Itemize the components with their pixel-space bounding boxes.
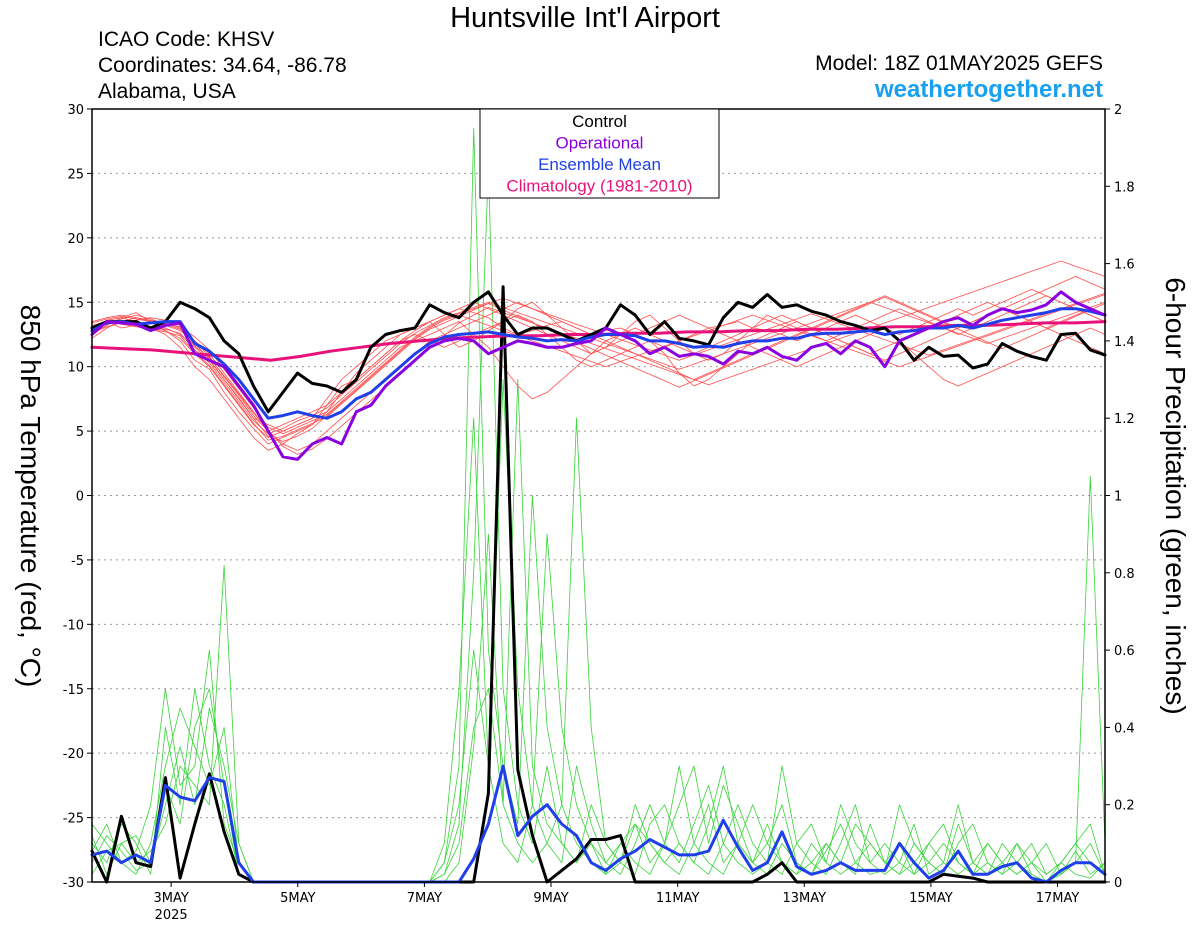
temp-member-line (91, 294, 1106, 442)
legend-item-control: Control (572, 112, 627, 131)
chart-title: Huntsville Int'l Airport (450, 2, 720, 34)
y-right-tick-label: 1.4 (1114, 335, 1135, 350)
precip-member-line (91, 417, 1106, 883)
x-tick-label: 7MAY (407, 891, 442, 906)
y-left-tick-label: 25 (67, 167, 84, 182)
legend-item-climatology: Climatology (1981-2010) (506, 177, 692, 196)
y-right-tick-label: 1 (1114, 490, 1122, 505)
temp-operational-line (90, 290, 1107, 461)
main-series (90, 285, 1107, 884)
x-tick-label: 13MAY (782, 891, 826, 906)
legend: Control Operational Ensemble Mean Climatolo… (479, 108, 720, 199)
website-link[interactable]: weathertogether.net (874, 76, 1103, 103)
y-left-tick-label: 15 (67, 296, 84, 311)
precip-members (91, 127, 1106, 883)
y-left-tick-label: 0 (76, 490, 84, 505)
y-left-tick-label: 10 (67, 361, 84, 376)
temp-member-line (91, 301, 1106, 432)
y-right-tick-label: 1.8 (1114, 180, 1135, 195)
y-left-tick-label: -10 (63, 618, 84, 633)
precip-member-line (91, 379, 1106, 883)
grid (92, 172, 1105, 819)
temp-member-line (91, 260, 1106, 455)
temp-member-line (91, 296, 1106, 441)
y-right-tick-label: 1.2 (1114, 412, 1135, 427)
y-right-tick-label: 2 (1114, 103, 1122, 118)
legend-box (479, 108, 720, 199)
x-tick-sublabel: 2025 (155, 908, 188, 923)
y-left-tick-label: -5 (71, 554, 84, 569)
x-tick-label: 11MAY (656, 891, 700, 906)
region: Alabama, USA (98, 80, 236, 103)
y-left-tick-label: -20 (63, 747, 84, 762)
y-right-tick-label: 1.6 (1114, 258, 1135, 273)
model-run: Model: 18Z 01MAY2025 GEFS (815, 52, 1103, 75)
icao-code: ICAO Code: KHSV (98, 28, 275, 51)
y-right-tick-label: 0.4 (1114, 721, 1135, 736)
y-right-tick-label: 0.2 (1114, 799, 1135, 814)
x-tick-label: 3MAY (153, 891, 188, 906)
x-tick-label: 17MAY (1036, 891, 1080, 906)
precip-member-line (91, 166, 1106, 883)
y-left-tick-label: 5 (76, 425, 84, 440)
legend-item-ensemble: Ensemble Mean (538, 155, 661, 174)
precip-member-line (91, 127, 1106, 883)
precip-member-line (91, 379, 1106, 883)
axes: 302520151050-5-10-15-20-25-3021.81.61.41… (63, 103, 1135, 923)
x-tick-label: 9MAY (533, 891, 568, 906)
y-left-tick-label: 20 (67, 232, 84, 247)
y-left-tick-label: -25 (63, 812, 84, 827)
temp-control-line (90, 290, 1107, 414)
y-right-tick-label: 0.6 (1114, 644, 1135, 659)
y-left-tick-label: 30 (67, 103, 84, 118)
legend-item-operational: Operational (556, 134, 644, 153)
precip-member-line (91, 417, 1106, 883)
y-right-tick-label: 0 (1114, 876, 1122, 891)
temp-member-line (91, 308, 1106, 451)
precip-control-line (90, 285, 1107, 884)
y-left-tick-label: -30 (63, 876, 84, 891)
y-left-tick-label: -15 (63, 683, 84, 698)
coordinates: Coordinates: 34.64, -86.78 (98, 54, 347, 77)
x-tick-label: 5MAY (280, 891, 315, 906)
x-tick-label: 15MAY (909, 891, 953, 906)
y-right-tick-label: 0.8 (1114, 567, 1135, 582)
